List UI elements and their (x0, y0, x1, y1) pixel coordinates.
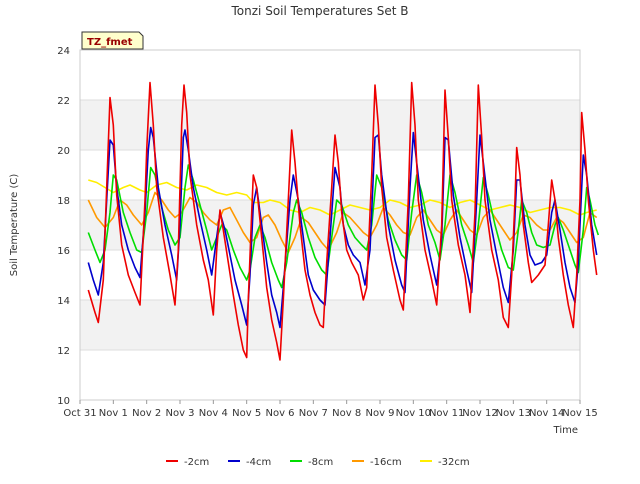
x-tick-label: Nov 12 (462, 408, 497, 419)
y-tick-label: 24 (57, 46, 70, 57)
x-axis-title: Time (553, 425, 578, 436)
y-tick-label: 16 (57, 246, 70, 257)
x-tick-label: Nov 7 (299, 408, 328, 419)
chart-title: Tonzi Soil Temperatures Set B (231, 4, 409, 18)
legend-label: -4cm (246, 457, 271, 468)
x-axis: Oct 31 Nov 1 Nov 2 Nov 3 Nov 4 Nov 5 Nov 6 Nov … (63, 400, 598, 419)
y-tick-label: 20 (57, 146, 70, 157)
x-tick-label: Nov 3 (165, 408, 194, 419)
y-tick-label: 12 (57, 346, 70, 357)
x-tick-label: Nov 2 (132, 408, 161, 419)
badge-box (81, 31, 144, 50)
y-tick-label: 10 (57, 396, 70, 407)
x-tick-label: Nov 4 (199, 408, 228, 419)
x-tick-label: Nov 10 (396, 408, 431, 419)
x-tick-label: Nov 9 (365, 408, 394, 419)
grid-band (80, 300, 580, 350)
x-tick-label: Oct 31 (63, 408, 96, 419)
series-line-4cm (87, 126, 598, 329)
x-tick-label: Nov 11 (429, 408, 464, 419)
x-tick-label: Nov 6 (265, 408, 294, 419)
badge: TZ_fmet (81, 31, 144, 50)
x-tick-label: Nov 14 (529, 408, 564, 419)
legend-label: -32cm (438, 457, 470, 468)
y-tick-label: 22 (57, 96, 70, 107)
grid-band (80, 350, 580, 400)
x-tick-label: Nov 13 (496, 408, 531, 419)
y-axis-title: Soil Temperature (C) (9, 174, 20, 277)
series-lines (87, 81, 600, 361)
grid-band (80, 150, 580, 200)
y-tick-label: 18 (57, 196, 70, 207)
grid-band (80, 50, 580, 100)
y-tick-label: 14 (57, 296, 70, 307)
legend-label: -8cm (308, 457, 333, 468)
legend-label: -16cm (370, 457, 402, 468)
x-tick-label: Nov 8 (332, 408, 361, 419)
y-axis: 10 12 14 16 18 20 22 24 (57, 46, 70, 407)
grid-band (80, 100, 580, 150)
badge-label: TZ_fmet (87, 37, 133, 48)
legend: -2cm -4cm -8cm -16cm -32cm (166, 457, 470, 468)
legend-label: -2cm (184, 457, 209, 468)
x-tick-label: Nov 15 (562, 408, 597, 419)
x-tick-label: Nov 1 (99, 408, 128, 419)
x-tick-label: Nov 5 (232, 408, 261, 419)
series-line-2cm (87, 81, 598, 361)
